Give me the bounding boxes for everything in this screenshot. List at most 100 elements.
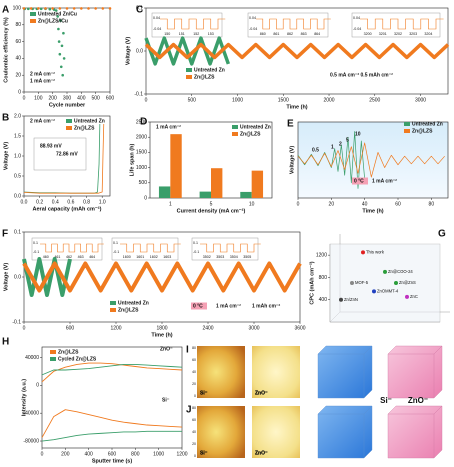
- x-axis-label: Time (h): [362, 208, 383, 214]
- x-tick-label: 0: [145, 97, 148, 103]
- data-point: [361, 250, 365, 255]
- inset-x-tick-label: 3502: [203, 255, 211, 259]
- tof-map: [252, 406, 300, 458]
- inset-x-tick-label: 3200: [364, 32, 372, 36]
- inset-x-tick-label: 3504: [230, 255, 238, 259]
- annotation: 1 mA cm⁻²: [216, 303, 241, 309]
- map-tick-label: 0: [194, 454, 196, 458]
- annotation: Si⁻: [162, 397, 170, 403]
- map-label: ZnO⁻: [255, 390, 268, 396]
- x-tick-label: 1: [169, 201, 172, 207]
- x-tick-label: 600: [66, 325, 75, 331]
- x-tick-label: 80: [429, 201, 435, 207]
- x-tick-label: 2400: [202, 325, 213, 331]
- point-label: Zn@COO-24: [388, 269, 413, 274]
- annotation: 88.93 mV: [40, 143, 62, 149]
- inset-trace: [160, 18, 226, 30]
- x-tick-label: 0: [41, 451, 44, 457]
- x-tick-label: 0.6: [67, 199, 74, 205]
- tof-map: [197, 346, 245, 398]
- legend-label: Untreated Zn: [118, 300, 149, 306]
- annotation: 5: [346, 137, 349, 143]
- legend-swatch: [50, 357, 56, 361]
- annotation: 10: [355, 131, 361, 137]
- annotation: 1 mA cm⁻²: [372, 178, 397, 184]
- inset-x-tick-label: 3505: [243, 255, 251, 259]
- inset-x-tick-label: 464: [89, 255, 95, 259]
- legend-label: Untreated Zn/Cu: [38, 11, 77, 17]
- map-tick-label: 0: [194, 394, 196, 398]
- inset-y-tick-label: -0.04: [249, 27, 257, 31]
- inset-x-tick-label: 862: [287, 32, 293, 36]
- inset-x-tick-label: 1602: [150, 255, 158, 259]
- inset-y-tick-label: 0.04: [353, 16, 360, 20]
- y-tick-label: 1500: [136, 150, 147, 156]
- legend-swatch: [232, 125, 238, 129]
- x-tick-label: 0.4: [52, 199, 59, 205]
- annotation: 1 mA cm⁻²: [156, 124, 181, 130]
- legend-label: Zn@LZS: [58, 349, 79, 355]
- inset-frame: [111, 237, 179, 261]
- series-line: [297, 142, 445, 178]
- inset-y-tick-label: -0.04: [353, 27, 361, 31]
- inset-x-tick-label: 1601: [136, 255, 144, 259]
- point-label: MOF-5: [355, 280, 369, 285]
- data-point: [57, 40, 61, 43]
- data-point: [59, 65, 63, 69]
- y-axis-label: Coulombic efficiency (%): [3, 17, 9, 83]
- x-tick-label: 500: [188, 97, 197, 103]
- series-line: [41, 409, 183, 438]
- x-tick-label: 600: [106, 95, 115, 101]
- data-point: [59, 19, 62, 22]
- inset-x-tick-label: 150: [164, 32, 170, 36]
- x-tick-label: 400: [84, 451, 93, 457]
- x-tick-label: 3000: [415, 97, 426, 103]
- map-label: Si⁻: [200, 450, 208, 456]
- x-tick-label: 1200: [110, 325, 121, 331]
- legend-swatch: [30, 12, 36, 16]
- x-tick-label: 0.2: [36, 199, 43, 205]
- inset-y-tick-label: 0.04: [153, 16, 160, 20]
- series-line: [144, 42, 450, 60]
- data-point: [101, 7, 105, 10]
- data-point: [94, 7, 97, 10]
- bar: [199, 191, 211, 198]
- x-tick-label: 2000: [323, 97, 334, 103]
- series-line: [22, 257, 72, 297]
- data-point: [405, 294, 409, 299]
- inset-x-tick-label: 863: [301, 32, 307, 36]
- x-tick-label: 10: [249, 201, 255, 207]
- x-tick-label: 200: [61, 451, 70, 457]
- inset-y-tick-label: 0.1: [113, 241, 118, 245]
- legend-label: Zn@LZS: [240, 131, 261, 137]
- annotation: 1 mA cm⁻²: [30, 78, 55, 84]
- data-point: [27, 7, 30, 11]
- x-axis-label: Aeral capacity (mAh cm⁻²): [33, 205, 102, 212]
- data-point: [39, 7, 43, 11]
- x-tick-label: 0: [297, 201, 300, 207]
- x-axis-label: Current density (mA cm⁻²): [177, 207, 246, 214]
- x-tick-label: 0: [23, 95, 26, 101]
- bar: [211, 168, 223, 198]
- data-point: [44, 7, 47, 10]
- y-tick-label: 2500: [136, 119, 147, 125]
- legend-swatch: [30, 19, 36, 23]
- y-tick-label: 0.0: [14, 193, 21, 199]
- y-tick-label: 1.5: [14, 133, 21, 139]
- y-tick-label: 0.1: [136, 5, 143, 11]
- x-tick-label: 1200: [176, 451, 187, 457]
- annotation: 0.5 mA cm⁻² 0.5 mAh cm⁻²: [330, 72, 393, 78]
- x-tick-label: 400: [77, 95, 86, 101]
- data-point: [54, 9, 58, 12]
- x-tick-label: 1800: [156, 325, 167, 331]
- inset-x-tick-label: 3203: [409, 32, 417, 36]
- y-tick-label: -0.1: [134, 91, 143, 97]
- legend-swatch: [232, 132, 238, 136]
- map-tick-label: 20: [192, 382, 196, 386]
- y-tick-label: 0: [144, 195, 147, 201]
- data-point: [37, 7, 40, 10]
- legend-swatch: [186, 75, 192, 79]
- panel-label: C: [136, 5, 143, 16]
- inset-x-tick-label: 3204: [424, 32, 432, 36]
